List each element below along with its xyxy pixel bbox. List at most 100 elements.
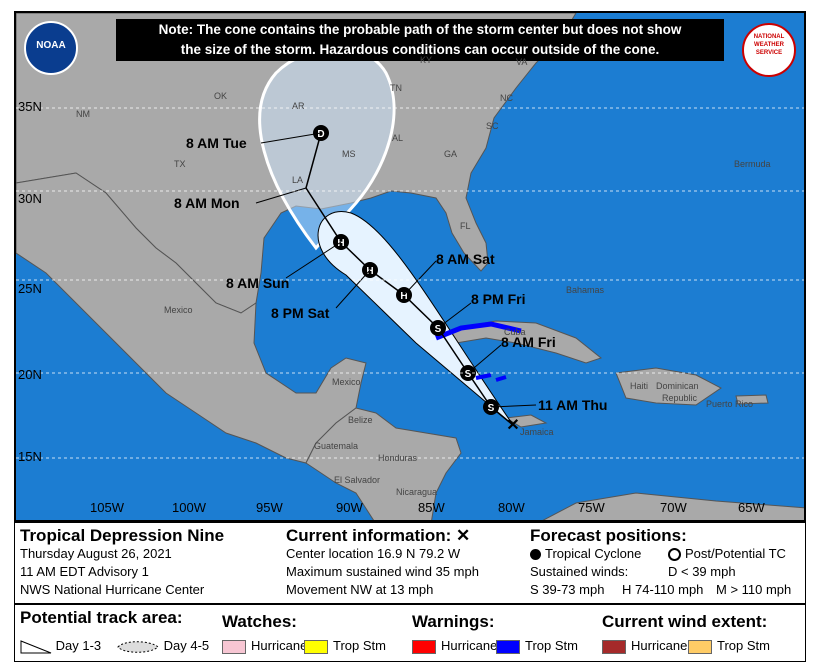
h-range: H 74-110 mph — [622, 582, 704, 597]
trop-stm-warning-key: Trop Stm — [496, 638, 578, 654]
svg-text:H: H — [400, 291, 407, 302]
svg-text:S: S — [488, 403, 495, 414]
post-tc-key: Post/Potential TC — [668, 546, 786, 562]
fc-label-8pm-sat: 8 PM Sat — [271, 305, 330, 321]
trop-stm-wind-label: Trop Stm — [717, 638, 770, 653]
track-area-title: Potential track area: — [20, 608, 183, 627]
fc-label-11am-thu: 11 AM Thu — [538, 397, 608, 413]
lat-label-30n: 30N — [18, 191, 42, 206]
s-range: S 39-73 mph — [530, 582, 605, 597]
land-mexico — [16, 172, 367, 464]
trop-stm-warning-cuba — [435, 321, 522, 341]
storm-advisory: 11 AM EDT Advisory 1 — [20, 564, 149, 579]
current-movement: Movement NW at 13 mph — [286, 582, 434, 597]
geo-label-la: LA — [292, 175, 304, 185]
svg-text:D: D — [317, 129, 324, 140]
trop-stm-watch-label: Trop Stm — [333, 638, 386, 653]
svg-text:S: S — [465, 369, 472, 380]
map-canvas: ✕ S S S H H H D — [16, 13, 804, 520]
open-circle-icon — [668, 548, 681, 562]
land-south-america — [542, 492, 804, 520]
legend-key-box — [14, 604, 806, 662]
trop-stm-warning-swatch — [496, 639, 520, 654]
cone-disclaimer-note: Note: The cone contains the probable pat… — [116, 19, 724, 61]
tropical-cyclone-label: Tropical Cyclone — [545, 546, 642, 561]
svg-text:H: H — [337, 238, 344, 249]
fc-label-8am-tue: 8 AM Tue — [186, 135, 247, 151]
graticule — [16, 107, 804, 459]
geo-label-nm: NM — [76, 109, 90, 119]
geo-label-nicaragua: Nicaragua — [396, 487, 438, 497]
legend-info-box — [14, 522, 806, 604]
nws-logo-text: NATIONAL WEATHER SERVICE — [753, 34, 785, 56]
lon-label-65w: 65W — [738, 500, 765, 515]
label-leaders — [255, 132, 537, 408]
geo-label-el-salvador: El Salvador — [334, 475, 381, 485]
trop-stm-watch-key: Trop Stm — [304, 638, 386, 654]
svg-text:✕: ✕ — [506, 417, 519, 434]
hurricane-watch-label: Hurricane — [251, 638, 308, 653]
fc-label-8am-fri: 8 AM Fri — [501, 334, 556, 350]
hurricane-wind-key: Hurricane — [602, 638, 687, 654]
land-hispaniola — [615, 367, 722, 406]
hurricane-warning-key: Hurricane — [412, 638, 497, 654]
hurricane-wind-swatch — [602, 639, 626, 654]
lon-label-105w: 105W — [90, 500, 124, 515]
noaa-logo-text: NOAA — [36, 40, 66, 51]
fc-label-8am-sat: 8 AM Sat — [436, 251, 495, 267]
storm-center: NWS National Hurricane Center — [20, 582, 205, 597]
svg-text:S: S — [435, 324, 442, 335]
day45-key: Day 4-5 — [116, 638, 209, 654]
lon-label-100w: 100W — [172, 500, 206, 515]
current-position-x-icon: ✕ — [456, 526, 471, 545]
geo-label-fl: FL — [460, 221, 471, 231]
lat-label-35n: 35N — [18, 99, 42, 114]
wind-extent-title: Current wind extent: — [602, 612, 768, 631]
warnings-title: Warnings: — [412, 612, 495, 631]
trop-stm-wind-key: Trop Stm — [688, 638, 770, 654]
day13-key: Day 1-3 — [20, 638, 101, 654]
geo-label-haiti: Haiti — [630, 381, 649, 391]
note-line-2: the size of the storm. Hazardous conditi… — [180, 42, 660, 57]
lon-label-90w: 90W — [336, 500, 363, 515]
lat-label-20n: 20N — [18, 367, 42, 382]
m-range: M > 110 mph — [716, 582, 792, 597]
geo-label-al: AL — [392, 133, 404, 143]
geo-label-belize: Belize — [348, 415, 373, 425]
hurricane-warning-label: Hurricane — [441, 638, 498, 653]
nws-logo: NATIONAL WEATHER SERVICE — [742, 23, 796, 77]
lon-label-95w: 95W — [256, 500, 283, 515]
lon-label-75w: 75W — [578, 500, 605, 515]
geo-label-cuba: Cuba — [504, 327, 526, 337]
geo-label-puerto-rico: Puerto Rico — [706, 399, 754, 409]
hurricane-watch-swatch — [222, 639, 246, 654]
geo-label-ga: GA — [444, 149, 458, 159]
geo-label-mexico-s: Mexico — [332, 377, 361, 387]
hurricane-wind-label: Hurricane — [631, 638, 688, 653]
geo-label-sc: SC — [486, 121, 499, 131]
note-line-1: Note: The cone contains the probable pat… — [158, 22, 682, 37]
forecast-map: ✕ S S S H H H D — [14, 11, 806, 522]
day13-label: Day 1-3 — [55, 638, 102, 653]
day13-cone-icon — [20, 639, 52, 654]
d-range: D < 39 mph — [668, 564, 736, 579]
land-central-america — [305, 407, 462, 520]
forecast-positions-title: Forecast positions: — [530, 526, 687, 545]
land-puerto-rico — [735, 394, 769, 405]
lat-label-25n: 25N — [18, 281, 42, 296]
fc-label-8am-mon: 8 AM Mon — [174, 195, 240, 211]
current-info-title-text: Current information: — [286, 526, 452, 545]
trop-stm-warning-south — [475, 373, 507, 382]
geo-label-tx: TX — [174, 159, 186, 169]
current-location: Center location 16.9 N 79.2 W — [286, 546, 461, 561]
geo-label-bahamas: Bahamas — [566, 285, 605, 295]
fc-label-8am-sun: 8 AM Sun — [226, 275, 290, 291]
geo-label-jamaica: Jamaica — [520, 427, 554, 437]
geo-label-dominican: Dominican — [656, 381, 699, 391]
geo-label-ms: MS — [342, 149, 356, 159]
geo-label-ok: OK — [214, 91, 228, 101]
current-max-wind: Maximum sustained wind 35 mph — [286, 564, 479, 579]
lat-label-15n: 15N — [18, 449, 42, 464]
storm-date: Thursday August 26, 2021 — [20, 546, 172, 561]
watches-title: Watches: — [222, 612, 297, 631]
